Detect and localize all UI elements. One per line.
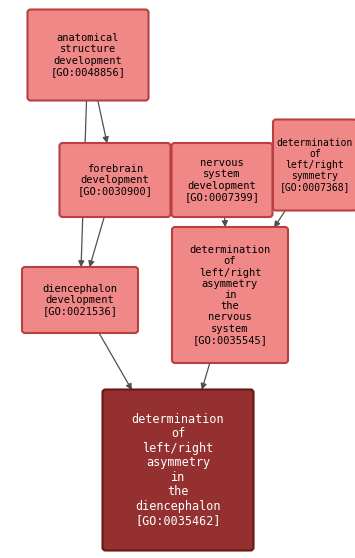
Text: determination
of
left/right
asymmetry
in
the
nervous
system
[GO:0035545]: determination of left/right asymmetry in… xyxy=(189,245,271,345)
Text: diencephalon
development
[GO:0021536]: diencephalon development [GO:0021536] xyxy=(43,284,118,316)
Text: anatomical
structure
development
[GO:0048856]: anatomical structure development [GO:004… xyxy=(50,33,126,77)
FancyBboxPatch shape xyxy=(22,267,138,333)
FancyBboxPatch shape xyxy=(60,143,170,217)
FancyBboxPatch shape xyxy=(172,227,288,363)
Text: nervous
system
development
[GO:0007399]: nervous system development [GO:0007399] xyxy=(185,158,260,202)
Text: determination
of
left/right
asymmetry
in
the
diencephalon
[GO:0035462]: determination of left/right asymmetry in… xyxy=(132,413,224,527)
Text: determination
of
left/right
symmetry
[GO:0007368]: determination of left/right symmetry [GO… xyxy=(277,138,353,193)
FancyBboxPatch shape xyxy=(273,119,355,210)
FancyBboxPatch shape xyxy=(103,389,253,551)
FancyBboxPatch shape xyxy=(27,9,148,100)
FancyBboxPatch shape xyxy=(171,143,273,217)
Text: forebrain
development
[GO:0030900]: forebrain development [GO:0030900] xyxy=(77,164,153,196)
